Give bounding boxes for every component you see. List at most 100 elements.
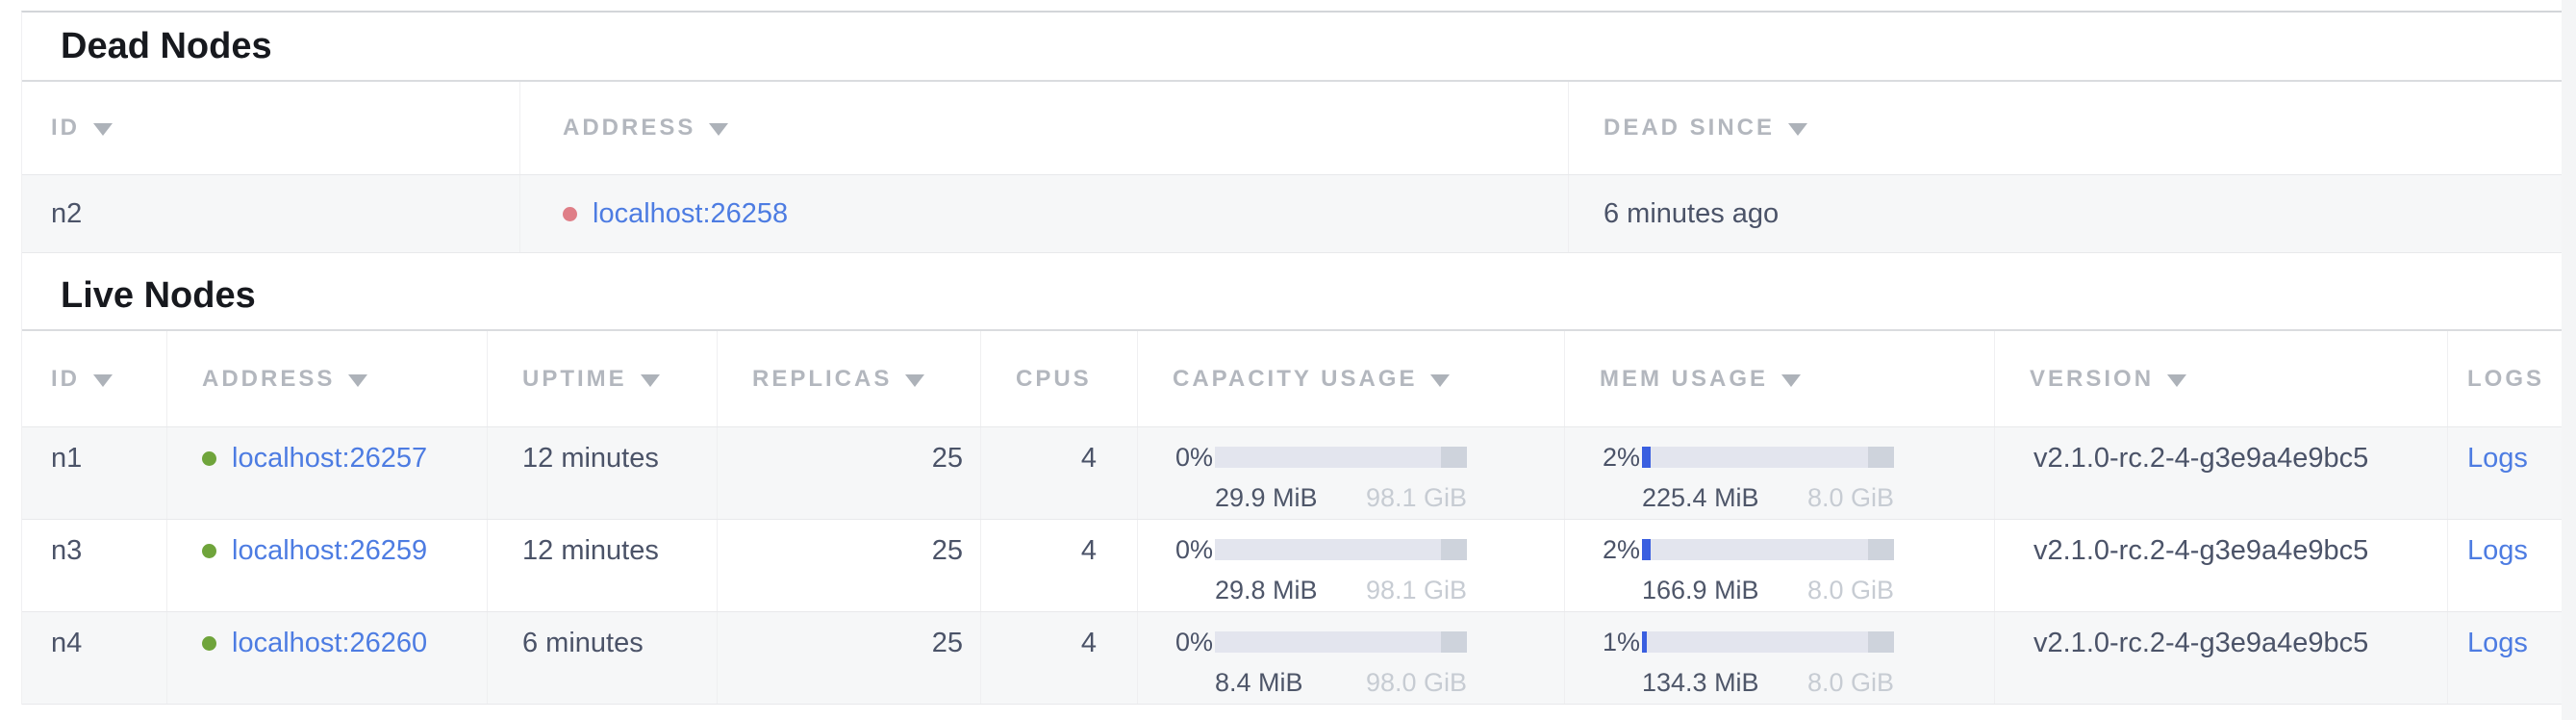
- mem-usage-cell: 2% 225.4 MiB 8.0 GiB: [1565, 427, 1995, 519]
- live-column-header-address[interactable]: ADDRESS: [167, 331, 488, 426]
- replicas-cell: 25: [718, 520, 981, 611]
- mem-percent: 2%: [1602, 443, 1640, 472]
- mem-usage-bar: [1642, 631, 1894, 653]
- sort-desc-icon: [93, 373, 113, 387]
- capacity-total: 98.1 GiB: [1365, 576, 1467, 604]
- node-id-cell: n2: [22, 175, 520, 252]
- capacity-usage-cell: 0% 29.8 MiB 98.1 GiB: [1138, 520, 1565, 611]
- dead-nodes-table: ID ADDRESS DEAD SINCE n2 localhost:: [22, 80, 2562, 253]
- live-column-header-id[interactable]: ID: [22, 331, 167, 426]
- replicas-cell: 25: [718, 612, 981, 704]
- live-column-header-capacity-usage[interactable]: CAPACITY USAGE: [1138, 331, 1565, 426]
- capacity-usage-cell: 0% 29.9 MiB 98.1 GiB: [1138, 427, 1565, 519]
- sort-desc-icon: [1430, 373, 1451, 387]
- mem-percent: 2%: [1602, 535, 1640, 564]
- live-nodes-section: Live Nodes ID ADDRESS UPTIME REPLICAS: [22, 262, 2562, 705]
- cpus-cell: 4: [981, 427, 1138, 519]
- node-list-panel: Dead Nodes ID ADDRESS DEAD SINCE n2: [21, 11, 2562, 705]
- capacity-percent: 0%: [1174, 628, 1213, 656]
- capacity-used: 8.4 MiB: [1215, 668, 1303, 697]
- sort-desc-icon: [1788, 123, 1808, 136]
- logs-link[interactable]: Logs: [2467, 628, 2528, 658]
- live-node-row: n1 localhost:26257 12 minutes 25 4 0%: [22, 427, 2562, 520]
- live-status-icon: [202, 635, 216, 651]
- node-address-cell: localhost:26257: [167, 427, 488, 519]
- capacity-total: 98.0 GiB: [1365, 668, 1467, 697]
- dead-status-icon: [563, 206, 577, 221]
- mem-used: 166.9 MiB: [1642, 576, 1759, 604]
- live-column-header-mem-usage[interactable]: MEM USAGE: [1565, 331, 1995, 426]
- node-address-link[interactable]: localhost:26257: [232, 443, 428, 474]
- capacity-used: 29.8 MiB: [1215, 576, 1318, 604]
- live-node-row: n3 localhost:26259 12 minutes 25 4 0%: [22, 520, 2562, 612]
- capacity-usage-cell: 0% 8.4 MiB 98.0 GiB: [1138, 612, 1565, 704]
- logs-link[interactable]: Logs: [2467, 443, 2528, 474]
- node-address-cell: localhost:26258: [520, 175, 1569, 252]
- sort-desc-icon: [709, 123, 729, 136]
- uptime-cell: 6 minutes: [488, 612, 718, 704]
- node-address-cell: localhost:26260: [167, 612, 488, 704]
- sort-desc-icon: [905, 373, 925, 387]
- dead-column-header-id[interactable]: ID: [22, 82, 520, 174]
- capacity-usage-bar: [1215, 539, 1467, 560]
- capacity-usage-bar: [1215, 631, 1467, 653]
- node-id-cell: n3: [22, 520, 167, 611]
- cpus-cell: 4: [981, 612, 1138, 704]
- live-column-header-replicas[interactable]: REPLICAS: [718, 331, 981, 426]
- cpus-cell: 4: [981, 520, 1138, 611]
- node-address-link[interactable]: localhost:26260: [232, 628, 428, 658]
- capacity-total: 98.1 GiB: [1365, 483, 1467, 512]
- logs-link[interactable]: Logs: [2467, 535, 2528, 566]
- mem-usage-bar: [1642, 539, 1894, 560]
- node-address-link[interactable]: localhost:26259: [232, 535, 428, 566]
- live-status-icon: [202, 543, 216, 558]
- node-address-link[interactable]: localhost:26258: [593, 198, 789, 229]
- version-cell: v2.1.0-rc.2-4-g3e9a4e9bc5: [1995, 520, 2448, 611]
- mem-total: 8.0 GiB: [1806, 576, 1894, 604]
- live-column-header-logs[interactable]: LOGS: [2467, 365, 2545, 392]
- sort-desc-icon: [93, 123, 113, 136]
- uptime-cell: 12 minutes: [488, 427, 718, 519]
- mem-total: 8.0 GiB: [1806, 483, 1894, 512]
- uptime-cell: 12 minutes: [488, 520, 718, 611]
- logs-cell: Logs: [2448, 427, 2562, 519]
- live-nodes-table: ID ADDRESS UPTIME REPLICAS CPUS: [22, 329, 2562, 705]
- mem-used: 225.4 MiB: [1642, 483, 1759, 512]
- mem-usage-cell: 1% 134.3 MiB 8.0 GiB: [1565, 612, 1995, 704]
- node-id-cell: n1: [22, 427, 167, 519]
- live-column-header-cpus[interactable]: CPUS: [981, 331, 1138, 426]
- live-nodes-header-row: ID ADDRESS UPTIME REPLICAS CPUS: [22, 331, 2562, 427]
- dead-column-header-dead-since[interactable]: DEAD SINCE: [1569, 82, 2562, 174]
- sort-desc-icon: [348, 373, 368, 387]
- bar-endcap: [1441, 447, 1467, 468]
- mem-total: 8.0 GiB: [1806, 668, 1894, 697]
- capacity-percent: 0%: [1174, 535, 1213, 564]
- bar-endcap: [1441, 539, 1467, 560]
- logs-cell: Logs: [2448, 612, 2562, 704]
- dead-nodes-header-row: ID ADDRESS DEAD SINCE: [22, 82, 2562, 175]
- live-status-icon: [202, 450, 216, 466]
- dead-column-header-address[interactable]: ADDRESS: [520, 82, 1569, 174]
- logs-cell: Logs: [2448, 520, 2562, 611]
- mem-used: 134.3 MiB: [1642, 668, 1759, 697]
- dead-nodes-section: Dead Nodes ID ADDRESS DEAD SINCE n2: [22, 13, 2562, 253]
- capacity-percent: 0%: [1174, 443, 1213, 472]
- bar-endcap: [1868, 631, 1894, 653]
- capacity-usage-bar: [1215, 447, 1467, 468]
- live-column-header-uptime[interactable]: UPTIME: [488, 331, 718, 426]
- version-cell: v2.1.0-rc.2-4-g3e9a4e9bc5: [1995, 427, 2448, 519]
- capacity-used: 29.9 MiB: [1215, 483, 1318, 512]
- mem-percent: 1%: [1602, 628, 1640, 656]
- sort-desc-icon: [2167, 373, 2187, 387]
- node-id-cell: n4: [22, 612, 167, 704]
- bar-endcap: [1868, 447, 1894, 468]
- mem-usage-bar: [1642, 447, 1894, 468]
- version-cell: v2.1.0-rc.2-4-g3e9a4e9bc5: [1995, 612, 2448, 704]
- mem-usage-cell: 2% 166.9 MiB 8.0 GiB: [1565, 520, 1995, 611]
- bar-endcap: [1868, 539, 1894, 560]
- live-column-header-version[interactable]: VERSION: [1995, 331, 2448, 426]
- replicas-cell: 25: [718, 427, 981, 519]
- dead-since-cell: 6 minutes ago: [1604, 198, 1780, 229]
- sort-desc-icon: [1781, 373, 1802, 387]
- live-node-row: n4 localhost:26260 6 minutes 25 4 0%: [22, 612, 2562, 705]
